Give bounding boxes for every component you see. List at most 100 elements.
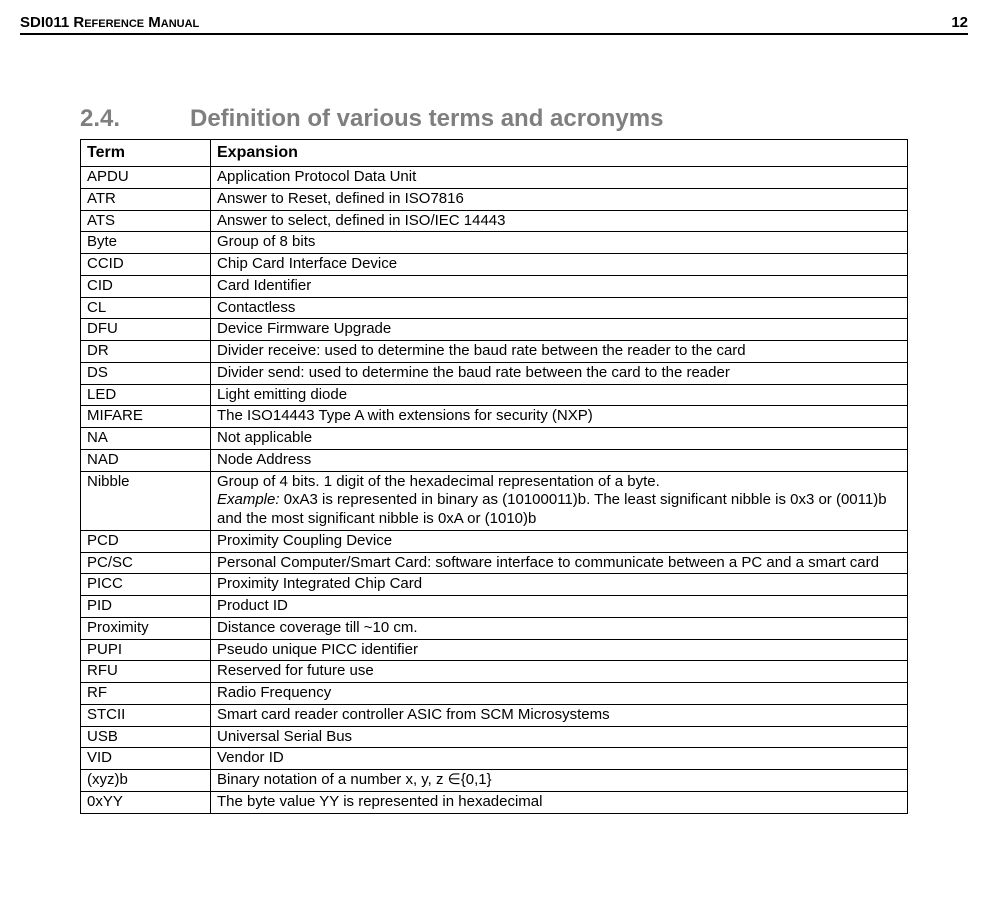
expansion-cell: Light emitting diode [211,384,908,406]
page-number: 12 [951,14,968,31]
term-cell: PCD [81,530,211,552]
expansion-cell: Universal Serial Bus [211,726,908,748]
term-cell: PUPI [81,639,211,661]
expansion-cell: Personal Computer/Smart Card: software i… [211,552,908,574]
page-header: SDI011 Reference Manual 12 [20,14,968,35]
term-cell: ATS [81,210,211,232]
doc-title-caps: Reference Manual [73,14,199,31]
expansion-cell: Group of 8 bits [211,232,908,254]
table-row: 0xYYThe byte value YY is represented in … [81,791,908,813]
expansion-cell: Vendor ID [211,748,908,770]
expansion-cell: Answer to select, defined in ISO/IEC 144… [211,210,908,232]
term-cell: ATR [81,188,211,210]
term-cell: DFU [81,319,211,341]
term-cell: Byte [81,232,211,254]
table-row: MIFAREThe ISO14443 Type A with extension… [81,406,908,428]
table-row: CCIDChip Card Interface Device [81,254,908,276]
table-row: PC/SCPersonal Computer/Smart Card: softw… [81,552,908,574]
term-cell: MIFARE [81,406,211,428]
table-row: LEDLight emitting diode [81,384,908,406]
expansion-cell: Smart card reader controller ASIC from S… [211,704,908,726]
expansion-cell: Reserved for future use [211,661,908,683]
table-header-row: Term Expansion [81,140,908,167]
term-cell: APDU [81,167,211,189]
table-row: STCIISmart card reader controller ASIC f… [81,704,908,726]
expansion-cell: Group of 4 bits. 1 digit of the hexadeci… [211,471,908,530]
table-row: Nibble Group of 4 bits. 1 digit of the h… [81,471,908,530]
expansion-cell: Answer to Reset, defined in ISO7816 [211,188,908,210]
table-row: APDUApplication Protocol Data Unit [81,167,908,189]
term-cell: DR [81,341,211,363]
section-number: 2.4. [80,105,190,133]
section-title: Definition of various terms and acronyms [190,105,663,132]
expansion-cell: Chip Card Interface Device [211,254,908,276]
table-row: PUPIPseudo unique PICC identifier [81,639,908,661]
term-cell: Proximity [81,617,211,639]
term-cell: (xyz)b [81,770,211,792]
expansion-cell: Binary notation of a number x, y, z ∈{0,… [211,770,908,792]
term-cell: NA [81,428,211,450]
expansion-cell: Radio Frequency [211,683,908,705]
term-cell: Nibble [81,471,211,530]
header-expansion: Expansion [211,140,908,167]
expansion-cell: Distance coverage till ~10 cm. [211,617,908,639]
expansion-cell: Device Firmware Upgrade [211,319,908,341]
example-rest: 0xA3 is represented in binary as (101000… [217,491,887,527]
term-cell: CCID [81,254,211,276]
term-cell: CID [81,275,211,297]
table-row: VIDVendor ID [81,748,908,770]
table-row: DRDivider receive: used to determine the… [81,341,908,363]
table-row: CLContactless [81,297,908,319]
table-row: DFUDevice Firmware Upgrade [81,319,908,341]
expansion-cell: Application Protocol Data Unit [211,167,908,189]
table-row: USBUniversal Serial Bus [81,726,908,748]
term-cell: PICC [81,574,211,596]
doc-title-text: SDI011 [20,14,73,31]
term-cell: VID [81,748,211,770]
term-cell: RFU [81,661,211,683]
expansion-cell: The byte value YY is represented in hexa… [211,791,908,813]
expansion-cell: Card Identifier [211,275,908,297]
expansion-cell: Divider receive: used to determine the b… [211,341,908,363]
content-area: 2.4.Definition of various terms and acro… [20,105,968,814]
table-row: PIDProduct ID [81,596,908,618]
expansion-cell: Proximity Coupling Device [211,530,908,552]
table-row: NANot applicable [81,428,908,450]
table-row: DSDivider send: used to determine the ba… [81,362,908,384]
expansion-cell: Proximity Integrated Chip Card [211,574,908,596]
expansion-cell: Product ID [211,596,908,618]
term-cell: DS [81,362,211,384]
term-cell: RF [81,683,211,705]
table-row: ATRAnswer to Reset, defined in ISO7816 [81,188,908,210]
header-term: Term [81,140,211,167]
term-cell: NAD [81,449,211,471]
table-row: ATSAnswer to select, defined in ISO/IEC … [81,210,908,232]
table-row: PICCProximity Integrated Chip Card [81,574,908,596]
table-row: RFRadio Frequency [81,683,908,705]
expansion-cell: Contactless [211,297,908,319]
table-row: (xyz)bBinary notation of a number x, y, … [81,770,908,792]
term-cell: 0xYY [81,791,211,813]
term-cell: CL [81,297,211,319]
expansion-cell: Node Address [211,449,908,471]
table-row: ByteGroup of 8 bits [81,232,908,254]
table-row: ProximityDistance coverage till ~10 cm. [81,617,908,639]
table-row: NADNode Address [81,449,908,471]
term-cell: USB [81,726,211,748]
expansion-cell: Pseudo unique PICC identifier [211,639,908,661]
expansion-cell: Not applicable [211,428,908,450]
table-row: CIDCard Identifier [81,275,908,297]
section-heading: 2.4.Definition of various terms and acro… [80,105,908,133]
term-cell: PID [81,596,211,618]
terms-table: Term Expansion APDUApplication Protocol … [80,139,908,814]
term-cell: STCII [81,704,211,726]
page: SDI011 Reference Manual 12 2.4.Definitio… [0,0,988,854]
nibble-line1: Group of 4 bits. 1 digit of the hexadeci… [217,473,660,490]
expansion-cell: The ISO14443 Type A with extensions for … [211,406,908,428]
table-row: PCDProximity Coupling Device [81,530,908,552]
example-label: Example: [217,491,280,508]
term-cell: LED [81,384,211,406]
doc-title: SDI011 Reference Manual [20,14,199,31]
expansion-cell: Divider send: used to determine the baud… [211,362,908,384]
table-row: RFUReserved for future use [81,661,908,683]
